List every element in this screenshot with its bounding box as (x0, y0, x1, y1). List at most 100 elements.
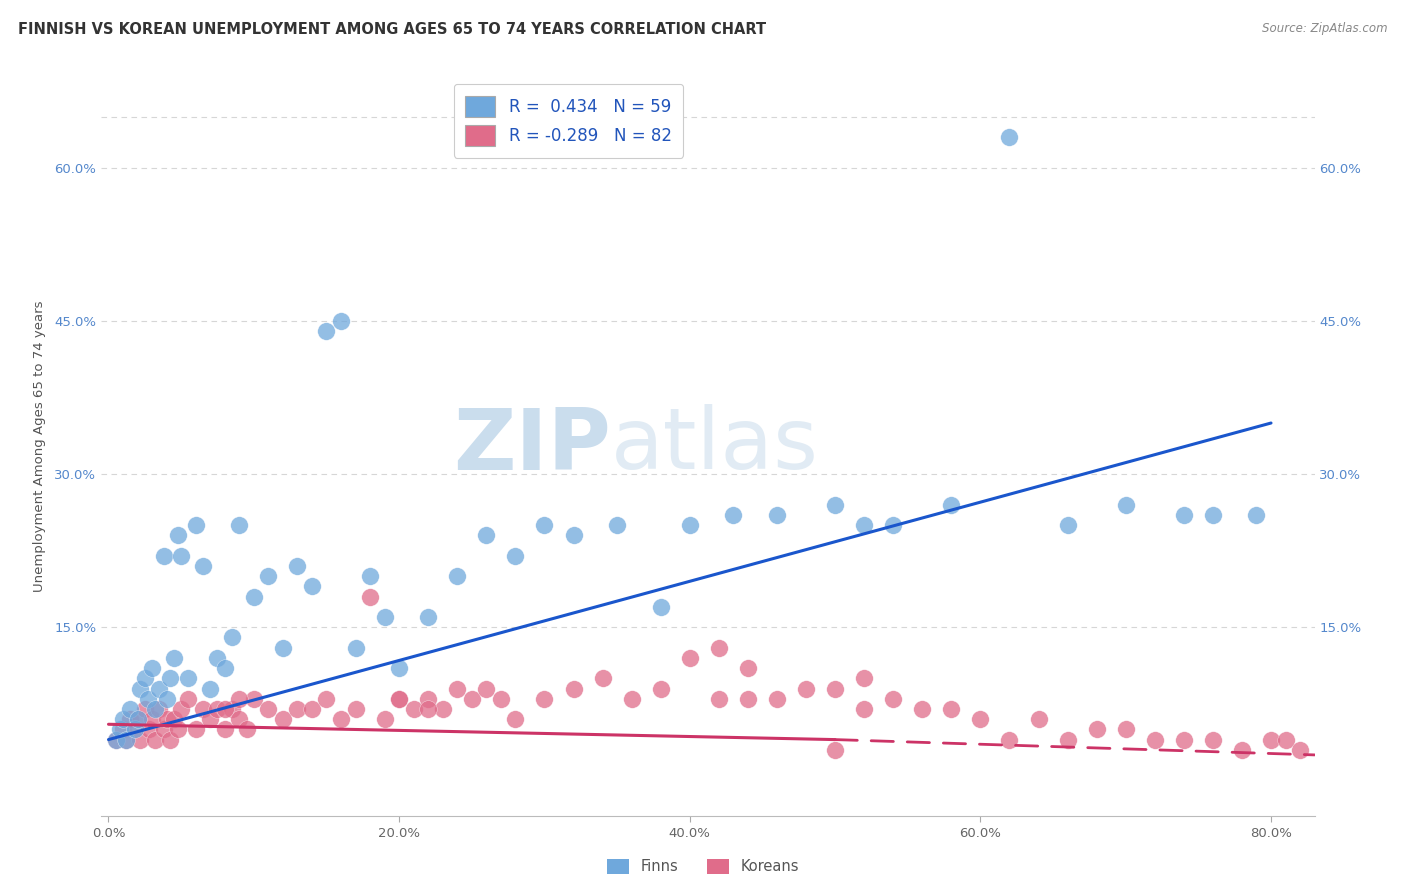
Point (129, 732, 152, 747)
Point (184, 723, 207, 737)
Point (344, 640, 367, 655)
Point (191, 702, 214, 716)
Point (115, 732, 138, 747)
Point (707, 691, 730, 706)
Point (1085, 723, 1108, 737)
Point (650, 599, 672, 614)
Point (388, 661, 411, 675)
Point (124, 723, 146, 737)
Point (824, 743, 846, 757)
Point (104, 732, 127, 747)
Point (998, 732, 1021, 747)
Point (766, 691, 789, 706)
Point (505, 549, 527, 563)
Point (707, 640, 730, 655)
Point (1115, 498, 1137, 512)
Point (120, 712, 142, 726)
Point (159, 671, 181, 685)
Point (159, 732, 181, 747)
Point (228, 712, 250, 726)
Point (1056, 518, 1078, 533)
Point (271, 712, 294, 726)
Point (620, 691, 643, 706)
Point (115, 732, 138, 747)
Point (489, 691, 512, 706)
Point (853, 702, 876, 716)
Point (214, 661, 236, 675)
Point (214, 702, 236, 716)
Point (177, 671, 200, 685)
Point (330, 314, 353, 328)
Point (148, 702, 170, 716)
Point (679, 651, 702, 665)
Point (737, 691, 759, 706)
Point (1246, 508, 1268, 522)
Point (446, 681, 468, 696)
Point (1173, 732, 1195, 747)
Point (1289, 743, 1312, 757)
Point (1056, 732, 1078, 747)
Point (127, 712, 149, 726)
Point (141, 712, 163, 726)
Point (475, 528, 498, 542)
Point (200, 712, 222, 726)
Point (330, 712, 353, 726)
Point (184, 518, 207, 533)
Point (104, 732, 127, 747)
Point (853, 518, 876, 533)
Point (129, 681, 152, 696)
Point (853, 671, 876, 685)
Point (120, 702, 142, 716)
Point (271, 640, 294, 655)
Point (650, 681, 672, 696)
Point (723, 508, 745, 522)
Point (257, 569, 280, 583)
Point (143, 732, 166, 747)
Point (432, 702, 454, 716)
Text: ZIP: ZIP (453, 404, 610, 488)
Point (1115, 723, 1137, 737)
Point (221, 702, 243, 716)
Point (402, 702, 425, 716)
Point (191, 559, 214, 574)
Point (418, 691, 440, 706)
Point (998, 130, 1021, 145)
Text: atlas: atlas (610, 404, 818, 488)
Point (134, 671, 156, 685)
Point (152, 723, 174, 737)
Point (156, 691, 179, 706)
Point (315, 691, 337, 706)
Point (163, 651, 186, 665)
Point (167, 528, 190, 542)
Legend: Finns, Koreans: Finns, Koreans (600, 853, 806, 880)
Y-axis label: Unemployment Among Ages 65 to 74 years: Unemployment Among Ages 65 to 74 years (32, 301, 46, 591)
Point (287, 559, 309, 574)
Point (562, 528, 585, 542)
Point (287, 702, 309, 716)
Point (170, 702, 193, 716)
Point (679, 518, 702, 533)
Point (562, 681, 585, 696)
Point (388, 691, 411, 706)
Point (301, 702, 323, 716)
Point (200, 681, 222, 696)
Text: FINNISH VS KOREAN UNEMPLOYMENT AMONG AGES 65 TO 74 YEARS CORRELATION CHART: FINNISH VS KOREAN UNEMPLOYMENT AMONG AGE… (18, 22, 766, 37)
Point (127, 712, 149, 726)
Point (108, 723, 131, 737)
Point (882, 518, 904, 533)
Text: Source: ZipAtlas.com: Source: ZipAtlas.com (1263, 22, 1388, 36)
Point (418, 610, 440, 624)
Point (1028, 712, 1050, 726)
Point (533, 691, 555, 706)
Point (1143, 732, 1166, 747)
Point (592, 671, 614, 685)
Point (221, 631, 243, 645)
Point (163, 712, 186, 726)
Point (882, 691, 904, 706)
Point (315, 324, 337, 338)
Point (374, 610, 396, 624)
Point (344, 702, 367, 716)
Point (228, 518, 250, 533)
Point (141, 661, 163, 675)
Point (112, 712, 135, 726)
